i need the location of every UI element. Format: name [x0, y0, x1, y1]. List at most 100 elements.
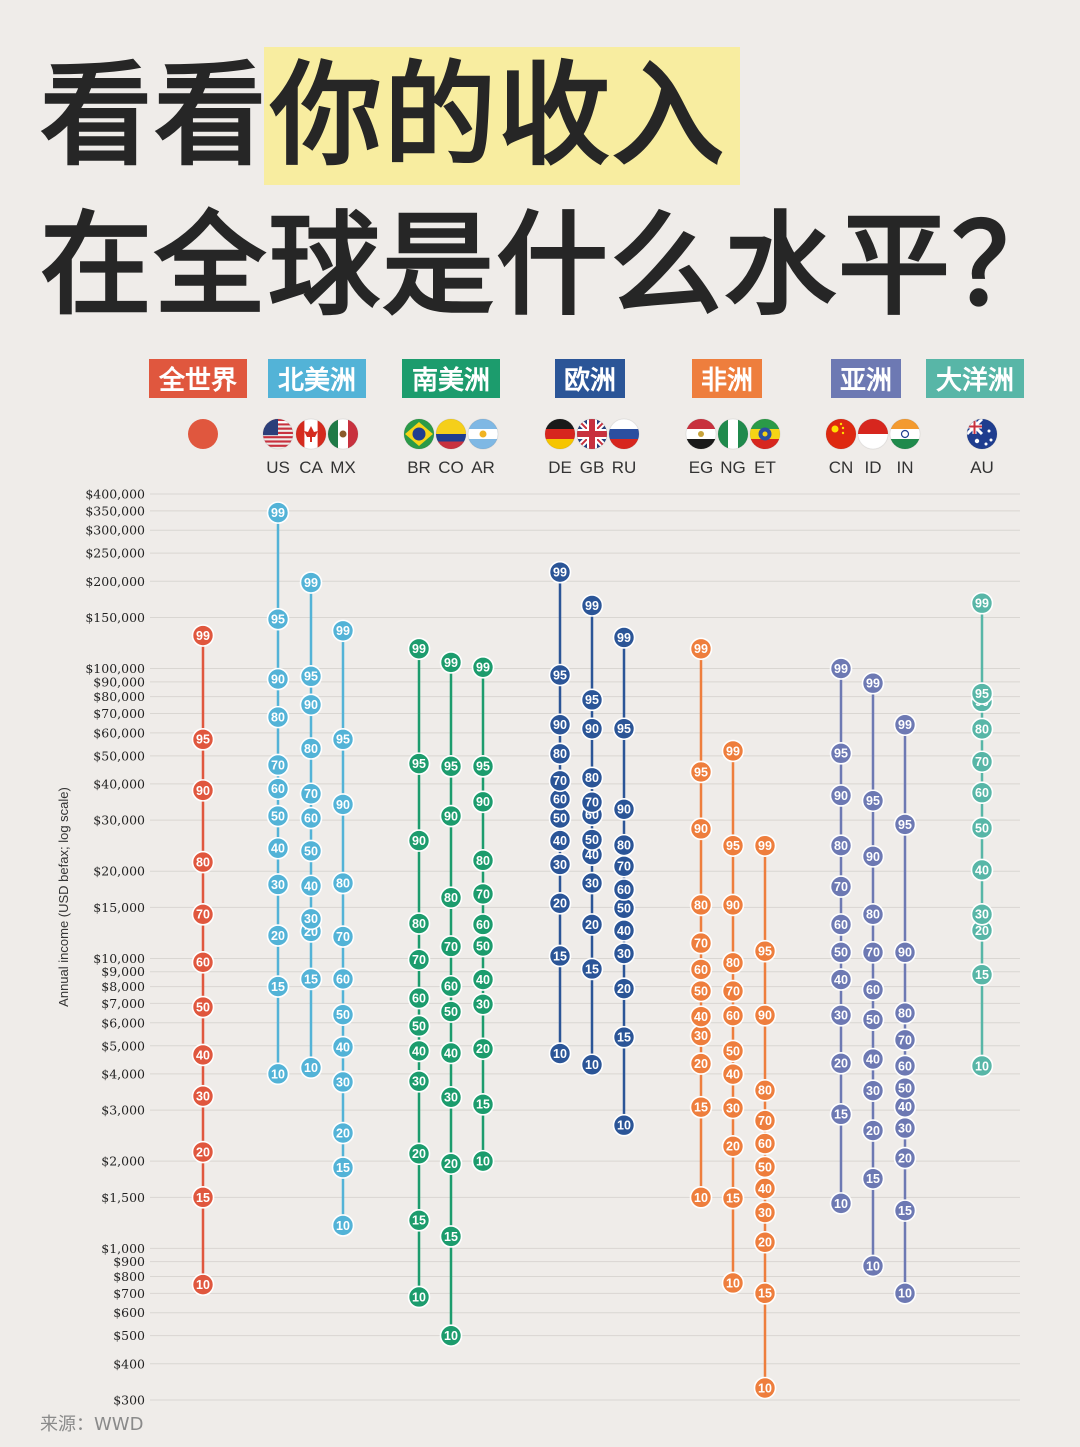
region-label: 南美洲	[412, 365, 490, 396]
percentile-marker	[861, 671, 885, 695]
percentile-point: 70	[407, 948, 431, 972]
percentile-marker	[439, 1000, 463, 1023]
percentile-label: 60	[336, 972, 350, 986]
y-tick-label: $2,000	[101, 1154, 145, 1169]
percentile-marker	[407, 1209, 431, 1232]
percentile-marker	[721, 1186, 745, 1210]
percentile-point: 15	[331, 1156, 355, 1179]
percentile-label: 10	[694, 1191, 708, 1205]
percentile-label: 70	[336, 930, 350, 944]
percentile-point: 50	[829, 941, 853, 964]
percentile-label: 80	[834, 839, 848, 853]
y-tick-label: $600	[113, 1305, 145, 1320]
percentile-label: 70	[271, 758, 285, 772]
percentile-marker	[266, 607, 290, 631]
percentile-point: 50	[331, 1003, 355, 1026]
country-series: DE 10 15 20 30 40 50 60 70 80 90 95 99	[544, 418, 576, 1065]
percentile-point: 20	[861, 1119, 885, 1142]
percentile-marker	[721, 951, 745, 975]
percentile-label: 50	[336, 1008, 350, 1022]
percentile-marker	[331, 1214, 355, 1237]
percentile-marker	[471, 849, 495, 872]
percentile-label: 60	[866, 983, 880, 997]
y-tick-label: $10,000	[93, 951, 145, 966]
percentile-label: 80	[553, 747, 567, 761]
percentile-marker	[407, 637, 431, 661]
percentile-point: 50	[439, 1000, 463, 1023]
percentile-label: 30	[336, 1075, 350, 1089]
percentile-label: 80	[694, 898, 708, 912]
y-tick-label: $1,000	[101, 1241, 145, 1256]
percentile-marker	[191, 1043, 215, 1067]
percentile-label: 60	[412, 992, 426, 1006]
percentile-point: 20	[471, 1037, 495, 1061]
country-code: ET	[754, 458, 776, 477]
percentile-marker	[191, 779, 215, 802]
percentile-label: 99	[834, 662, 848, 676]
percentile-point: 80	[689, 893, 713, 917]
percentile-label: 50	[834, 946, 848, 960]
percentile-label: 30	[476, 998, 490, 1012]
percentile-marker	[299, 782, 323, 806]
percentile-label: 95	[898, 818, 912, 832]
percentile-label: 50	[726, 1044, 740, 1058]
percentile-point: 20	[331, 1121, 355, 1145]
percentile-label: 90	[304, 698, 318, 712]
percentile-marker	[266, 873, 290, 896]
percentile-point: 40	[753, 1177, 777, 1200]
percentile-label: 60	[444, 980, 458, 994]
region-chip	[926, 359, 1024, 398]
percentile-point: 60	[407, 986, 431, 1010]
percentile-label: 60	[476, 918, 490, 932]
country-code: CO	[438, 458, 464, 477]
percentile-marker	[753, 1282, 777, 1305]
percentile-label: 80	[617, 839, 631, 853]
source-note: 来源：WWD	[40, 1414, 144, 1435]
percentile-label: 40	[196, 1048, 210, 1062]
percentile-point: 80	[612, 833, 636, 857]
country-code: RU	[612, 458, 637, 477]
region-1: 北美洲 US 10 15 20 30 40 50 60 70 80 90 95 99 CA 10 15 20 30 4…	[262, 359, 366, 1237]
percentile-point: 60	[299, 806, 323, 830]
percentile-point: 30	[331, 1070, 355, 1094]
percentile-marker	[331, 1121, 355, 1145]
percentile-label: 90	[412, 834, 426, 848]
percentile-point: 15	[548, 944, 572, 968]
region-label: 欧洲	[564, 365, 616, 396]
percentile-label: 15	[304, 972, 318, 986]
percentile-label: 20	[898, 1151, 912, 1165]
percentile-marker	[407, 1014, 431, 1038]
percentile-point: 50	[407, 1014, 431, 1038]
percentile-label: 99	[553, 566, 567, 580]
title-line-1: 看看你的收入	[40, 47, 740, 185]
percentile-label: 80	[336, 876, 350, 890]
percentile-label: 40	[476, 973, 490, 987]
percentile-point: 60	[753, 1132, 777, 1155]
percentile-point: 99	[580, 594, 604, 617]
y-tick-label: $900	[113, 1254, 145, 1269]
percentile-point: 15	[191, 1186, 215, 1209]
percentile-label: 95	[585, 693, 599, 707]
percentile-label: 99	[726, 744, 740, 758]
percentile-marker	[471, 1093, 495, 1116]
percentile-label: 10	[866, 1259, 880, 1273]
percentile-marker	[580, 957, 604, 981]
percentile-point: 50	[721, 1039, 745, 1063]
percentile-marker	[829, 834, 853, 857]
percentile-marker	[266, 924, 290, 947]
percentile-point: 60	[191, 951, 215, 974]
y-tick-label: $150,000	[85, 610, 145, 625]
percentile-point: 95	[612, 717, 636, 741]
percentile-marker	[893, 1076, 917, 1100]
percentile-point: 80	[439, 886, 463, 910]
percentile-point: 15	[299, 967, 323, 991]
percentile-marker	[753, 1155, 777, 1179]
percentile-marker	[753, 834, 777, 857]
percentile-label: 70	[866, 946, 880, 960]
country-series: ID 10 15 20 30 40 50 60 70 80 90 95 99	[857, 418, 889, 1278]
percentile-label: 40	[553, 834, 567, 848]
percentile-point: 90	[266, 667, 290, 691]
percentile-label: 30	[617, 947, 631, 961]
percentile-label: 60	[758, 1137, 772, 1151]
